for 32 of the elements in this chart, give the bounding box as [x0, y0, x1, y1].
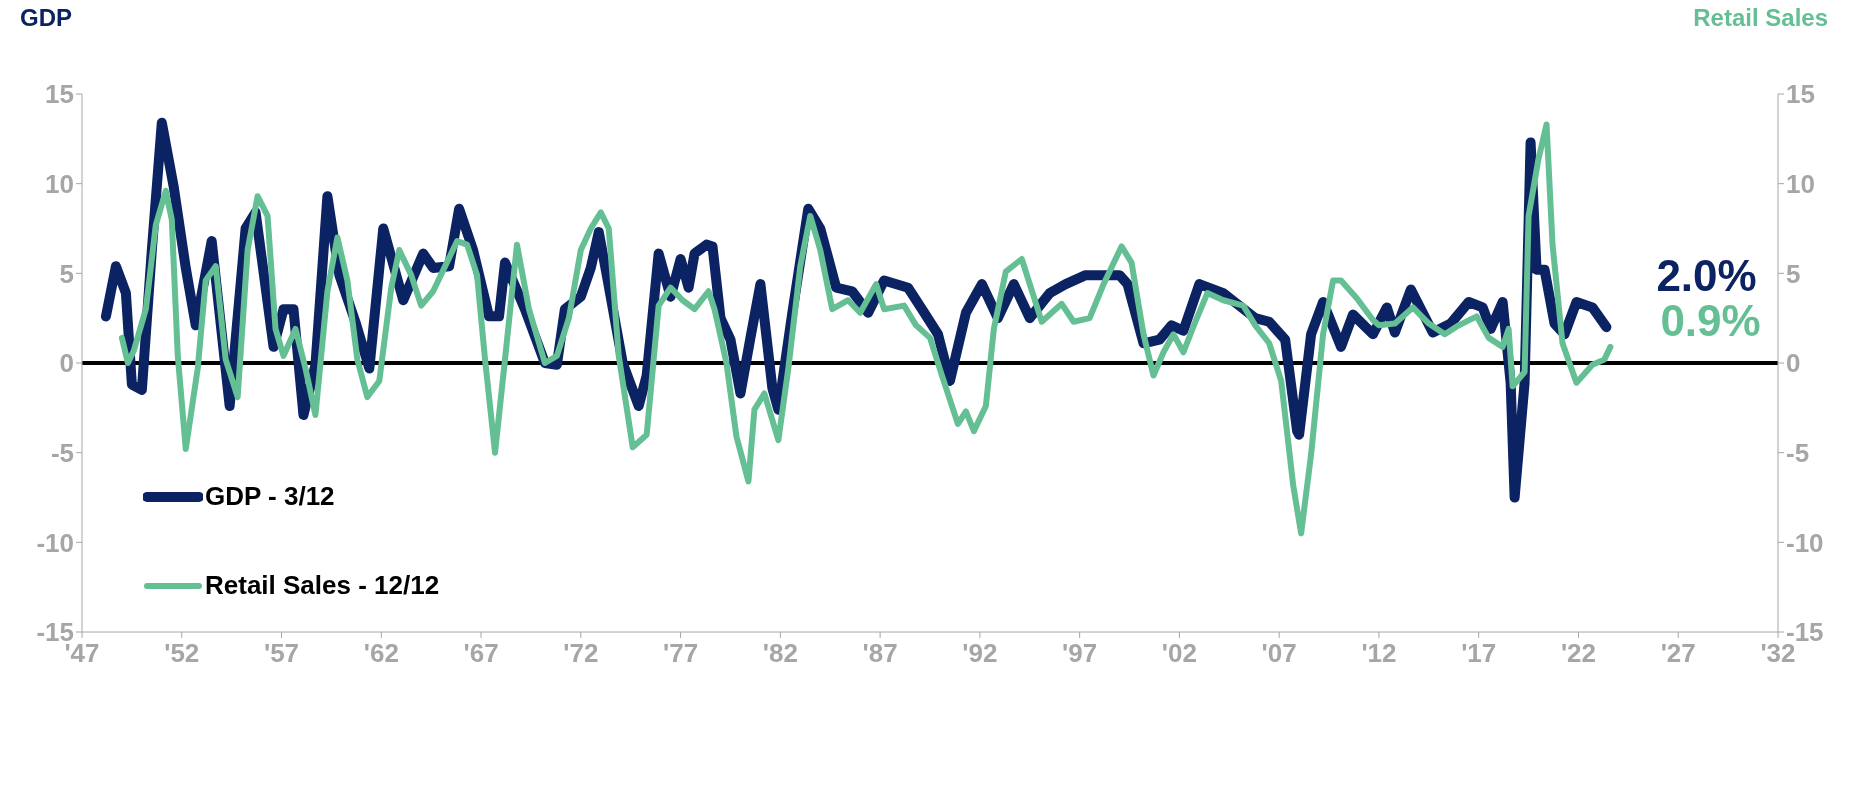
x-tick-label: '52 — [164, 638, 200, 669]
y-tick-label: 0 — [59, 348, 74, 379]
x-tick-label: '17 — [1461, 638, 1497, 669]
x-tick-label: '97 — [1062, 638, 1098, 669]
legend-label: GDP - 3/12 — [205, 481, 335, 512]
y2-tick-label: 5 — [1786, 258, 1801, 289]
y2-tick-label: -5 — [1786, 437, 1810, 468]
y-tick-label: 5 — [59, 258, 74, 289]
legend-label: Retail Sales - 12/12 — [205, 570, 440, 601]
x-tick-label: '22 — [1560, 638, 1597, 669]
y-tick-label: -5 — [50, 437, 74, 468]
y2-tick-label: 15 — [1786, 79, 1815, 110]
x-tick-label: '67 — [463, 638, 499, 669]
x-tick-label: '07 — [1261, 638, 1297, 669]
x-tick-label: '62 — [363, 638, 399, 669]
x-tick-label: '57 — [263, 638, 300, 669]
x-tick-label: '87 — [862, 638, 898, 669]
x-tick-label: '82 — [762, 638, 798, 669]
x-tick-label: '27 — [1660, 638, 1696, 669]
y-tick-label: 10 — [45, 168, 74, 199]
y2-tick-label: 0 — [1786, 348, 1801, 379]
x-tick-label: '77 — [663, 638, 699, 669]
x-tick-label: '72 — [563, 638, 599, 669]
y-tick-label: 15 — [45, 79, 74, 110]
x-tick-label: '12 — [1361, 638, 1397, 669]
x-tick-label: '02 — [1161, 638, 1197, 669]
y-tick-label: -10 — [36, 527, 74, 558]
x-tick-label: '92 — [962, 638, 998, 669]
y-axis-title: GDP — [20, 4, 73, 32]
y2-axis-title: Retail Sales — [1693, 4, 1828, 32]
y2-tick-label: -10 — [1786, 527, 1824, 558]
y2-tick-label: 10 — [1786, 168, 1815, 199]
